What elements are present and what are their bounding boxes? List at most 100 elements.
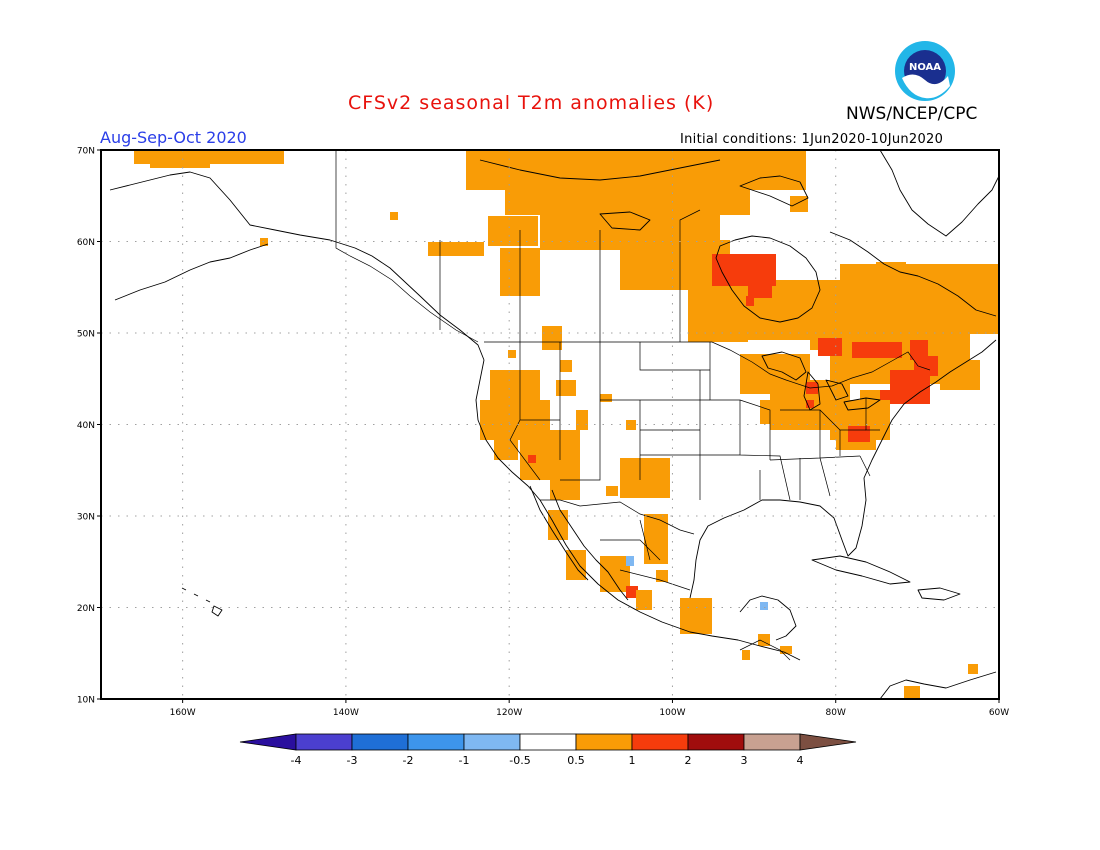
noaa-logo-text: NOAA <box>909 62 941 73</box>
coast-hispaniola <box>917 587 961 601</box>
colorbar-label: -3 <box>347 754 358 767</box>
anomaly-cell <box>644 514 668 564</box>
anomaly-cell <box>488 216 538 246</box>
colorbar-segment <box>463 733 521 751</box>
coastlines <box>109 150 999 699</box>
colorbar-label: -4 <box>291 754 302 767</box>
coast-labrador <box>829 231 997 317</box>
anomaly-cell <box>548 510 568 540</box>
anomaly-cell <box>576 410 588 430</box>
anomaly-cell <box>540 150 720 165</box>
anomaly-field <box>134 150 998 698</box>
colorbar-label: 3 <box>741 754 748 767</box>
forecast-period: Aug-Sep-Oct 2020 <box>100 128 247 147</box>
anomaly-cell <box>968 664 978 674</box>
colorbar-label: 0.5 <box>567 754 585 767</box>
colorbar-segment <box>407 733 465 751</box>
anomaly-cell <box>876 262 906 270</box>
colorbar-segment <box>295 733 353 751</box>
agency-label: NWS/NCEP/CPC <box>846 104 978 124</box>
anomaly-cell <box>528 455 536 463</box>
border-us-mexico <box>540 499 695 535</box>
anomaly-cell <box>940 360 980 390</box>
colorbar-label: -0.5 <box>509 754 530 767</box>
colorbar-segment <box>575 733 633 751</box>
anomaly-cell <box>910 340 928 360</box>
colorbar-segment <box>519 733 577 751</box>
lat-label: 50N <box>77 330 95 340</box>
colorbar-segment <box>743 733 801 751</box>
map-title: CFSv2 seasonal T2m anomalies (K) <box>348 92 715 114</box>
colorbar-label: 2 <box>685 754 692 767</box>
colorbar-segment <box>631 733 689 751</box>
lat-label: 60N <box>77 238 95 248</box>
colorbar-label: 4 <box>797 754 804 767</box>
anomaly-cell <box>758 634 770 646</box>
anomaly-cell <box>600 556 630 592</box>
anomaly-cell <box>560 360 572 372</box>
anomaly-cell <box>742 650 750 660</box>
coast-west-us <box>475 359 801 661</box>
coast-south-america <box>879 671 997 699</box>
anomaly-cell <box>790 166 806 178</box>
lat-label: 20N <box>77 604 95 614</box>
political-borders <box>335 150 931 661</box>
coast-gulf-california <box>551 489 629 601</box>
border-mexico-states <box>600 519 691 591</box>
colorbar-segment <box>351 733 409 751</box>
lat-label: 10N <box>77 696 95 706</box>
lon-label: 120W <box>496 708 522 718</box>
coast-hudson-bay <box>715 235 821 323</box>
anomaly-cell <box>508 350 516 358</box>
anomaly-cell <box>806 400 814 408</box>
coast-yucatan <box>739 595 797 641</box>
border-alaska-canada <box>335 150 479 343</box>
colorbar-segment <box>687 733 745 751</box>
anomaly-cell <box>490 370 540 400</box>
anomaly-cell <box>848 426 870 442</box>
anomaly-cell <box>150 164 210 168</box>
anomaly-cell <box>390 212 398 220</box>
coast-arctic-2 <box>739 175 809 207</box>
anomaly-cell <box>680 598 712 634</box>
graticule <box>101 150 999 699</box>
anomaly-cell <box>818 338 842 356</box>
anomaly-cell <box>790 196 808 212</box>
colorbar-arrow-left <box>239 733 297 751</box>
states-east <box>819 398 880 497</box>
anomaly-cell <box>660 208 672 218</box>
anomaly-cell <box>746 296 754 306</box>
coast-greenland <box>879 150 999 237</box>
initial-conditions: Initial conditions: 1Jun2020-10Jun2020 <box>680 132 944 147</box>
anomaly-cell <box>652 462 668 476</box>
anomaly-cell <box>860 390 880 410</box>
anomaly-cell <box>494 440 518 460</box>
lon-label: 160W <box>170 708 196 718</box>
coast-gulf <box>689 339 997 599</box>
longitude-labels: 160W 140W 120W 100W 80W 60W <box>170 699 1009 718</box>
colorbar-label: 1 <box>629 754 636 767</box>
anomaly-cell <box>914 356 938 376</box>
lon-label: 60W <box>989 708 1009 718</box>
anomaly-cell <box>760 602 768 610</box>
anomaly-cell <box>626 556 634 566</box>
coast-baja <box>529 485 589 581</box>
coast-arctic-1 <box>479 159 721 181</box>
anomaly-cell <box>134 150 284 164</box>
lon-label: 140W <box>333 708 359 718</box>
colorbar-label: -1 <box>459 754 470 767</box>
anomaly-cell <box>542 326 562 350</box>
anomaly-cell <box>626 586 638 598</box>
coast-alaska-south <box>114 243 269 301</box>
anomaly-cell <box>428 242 484 256</box>
states-west <box>509 342 710 500</box>
anomaly-cell <box>606 486 618 496</box>
coast-cuba <box>811 555 911 585</box>
anomaly-cell <box>780 646 792 654</box>
anomaly-cell <box>556 380 576 396</box>
anomaly-cell <box>840 264 998 334</box>
coast-hawaii <box>181 587 223 617</box>
anomaly-cell <box>904 686 920 698</box>
coast-alaska <box>109 171 485 361</box>
